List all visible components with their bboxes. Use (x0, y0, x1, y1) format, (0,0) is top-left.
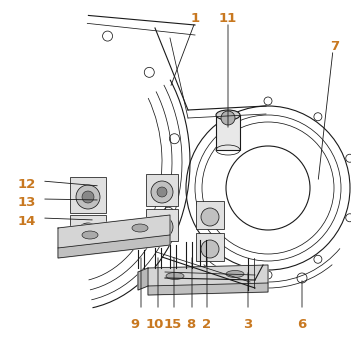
Bar (196, 233, 224, 261)
Ellipse shape (226, 271, 244, 277)
Bar (70, 177, 106, 213)
Text: 15: 15 (164, 318, 182, 331)
Polygon shape (148, 265, 268, 286)
Bar (70, 215, 106, 251)
Bar (196, 201, 224, 229)
Text: 3: 3 (243, 318, 253, 331)
Polygon shape (58, 215, 170, 248)
Text: 7: 7 (330, 40, 339, 53)
Ellipse shape (82, 231, 98, 239)
Polygon shape (148, 283, 268, 295)
Circle shape (151, 181, 173, 203)
Text: 2: 2 (203, 318, 212, 331)
Text: 11: 11 (219, 12, 237, 25)
Bar (146, 209, 178, 241)
Ellipse shape (132, 224, 148, 232)
Text: 8: 8 (186, 318, 196, 331)
Polygon shape (58, 235, 170, 258)
Circle shape (82, 229, 94, 241)
Text: 10: 10 (146, 318, 164, 331)
Circle shape (221, 111, 235, 125)
Circle shape (157, 222, 167, 232)
Circle shape (76, 185, 100, 209)
Text: 1: 1 (191, 12, 200, 25)
Text: 6: 6 (297, 318, 307, 331)
Circle shape (201, 208, 219, 226)
Text: 9: 9 (131, 318, 140, 331)
Ellipse shape (166, 272, 184, 280)
Text: 14: 14 (18, 215, 37, 228)
Bar (216, 115, 240, 150)
Circle shape (201, 240, 219, 258)
Text: 12: 12 (18, 178, 36, 191)
Circle shape (82, 191, 94, 203)
Text: 13: 13 (18, 196, 37, 209)
Circle shape (76, 223, 100, 247)
Ellipse shape (216, 110, 240, 120)
Bar (146, 174, 178, 206)
Circle shape (151, 216, 173, 238)
Polygon shape (138, 268, 148, 290)
Circle shape (157, 187, 167, 197)
